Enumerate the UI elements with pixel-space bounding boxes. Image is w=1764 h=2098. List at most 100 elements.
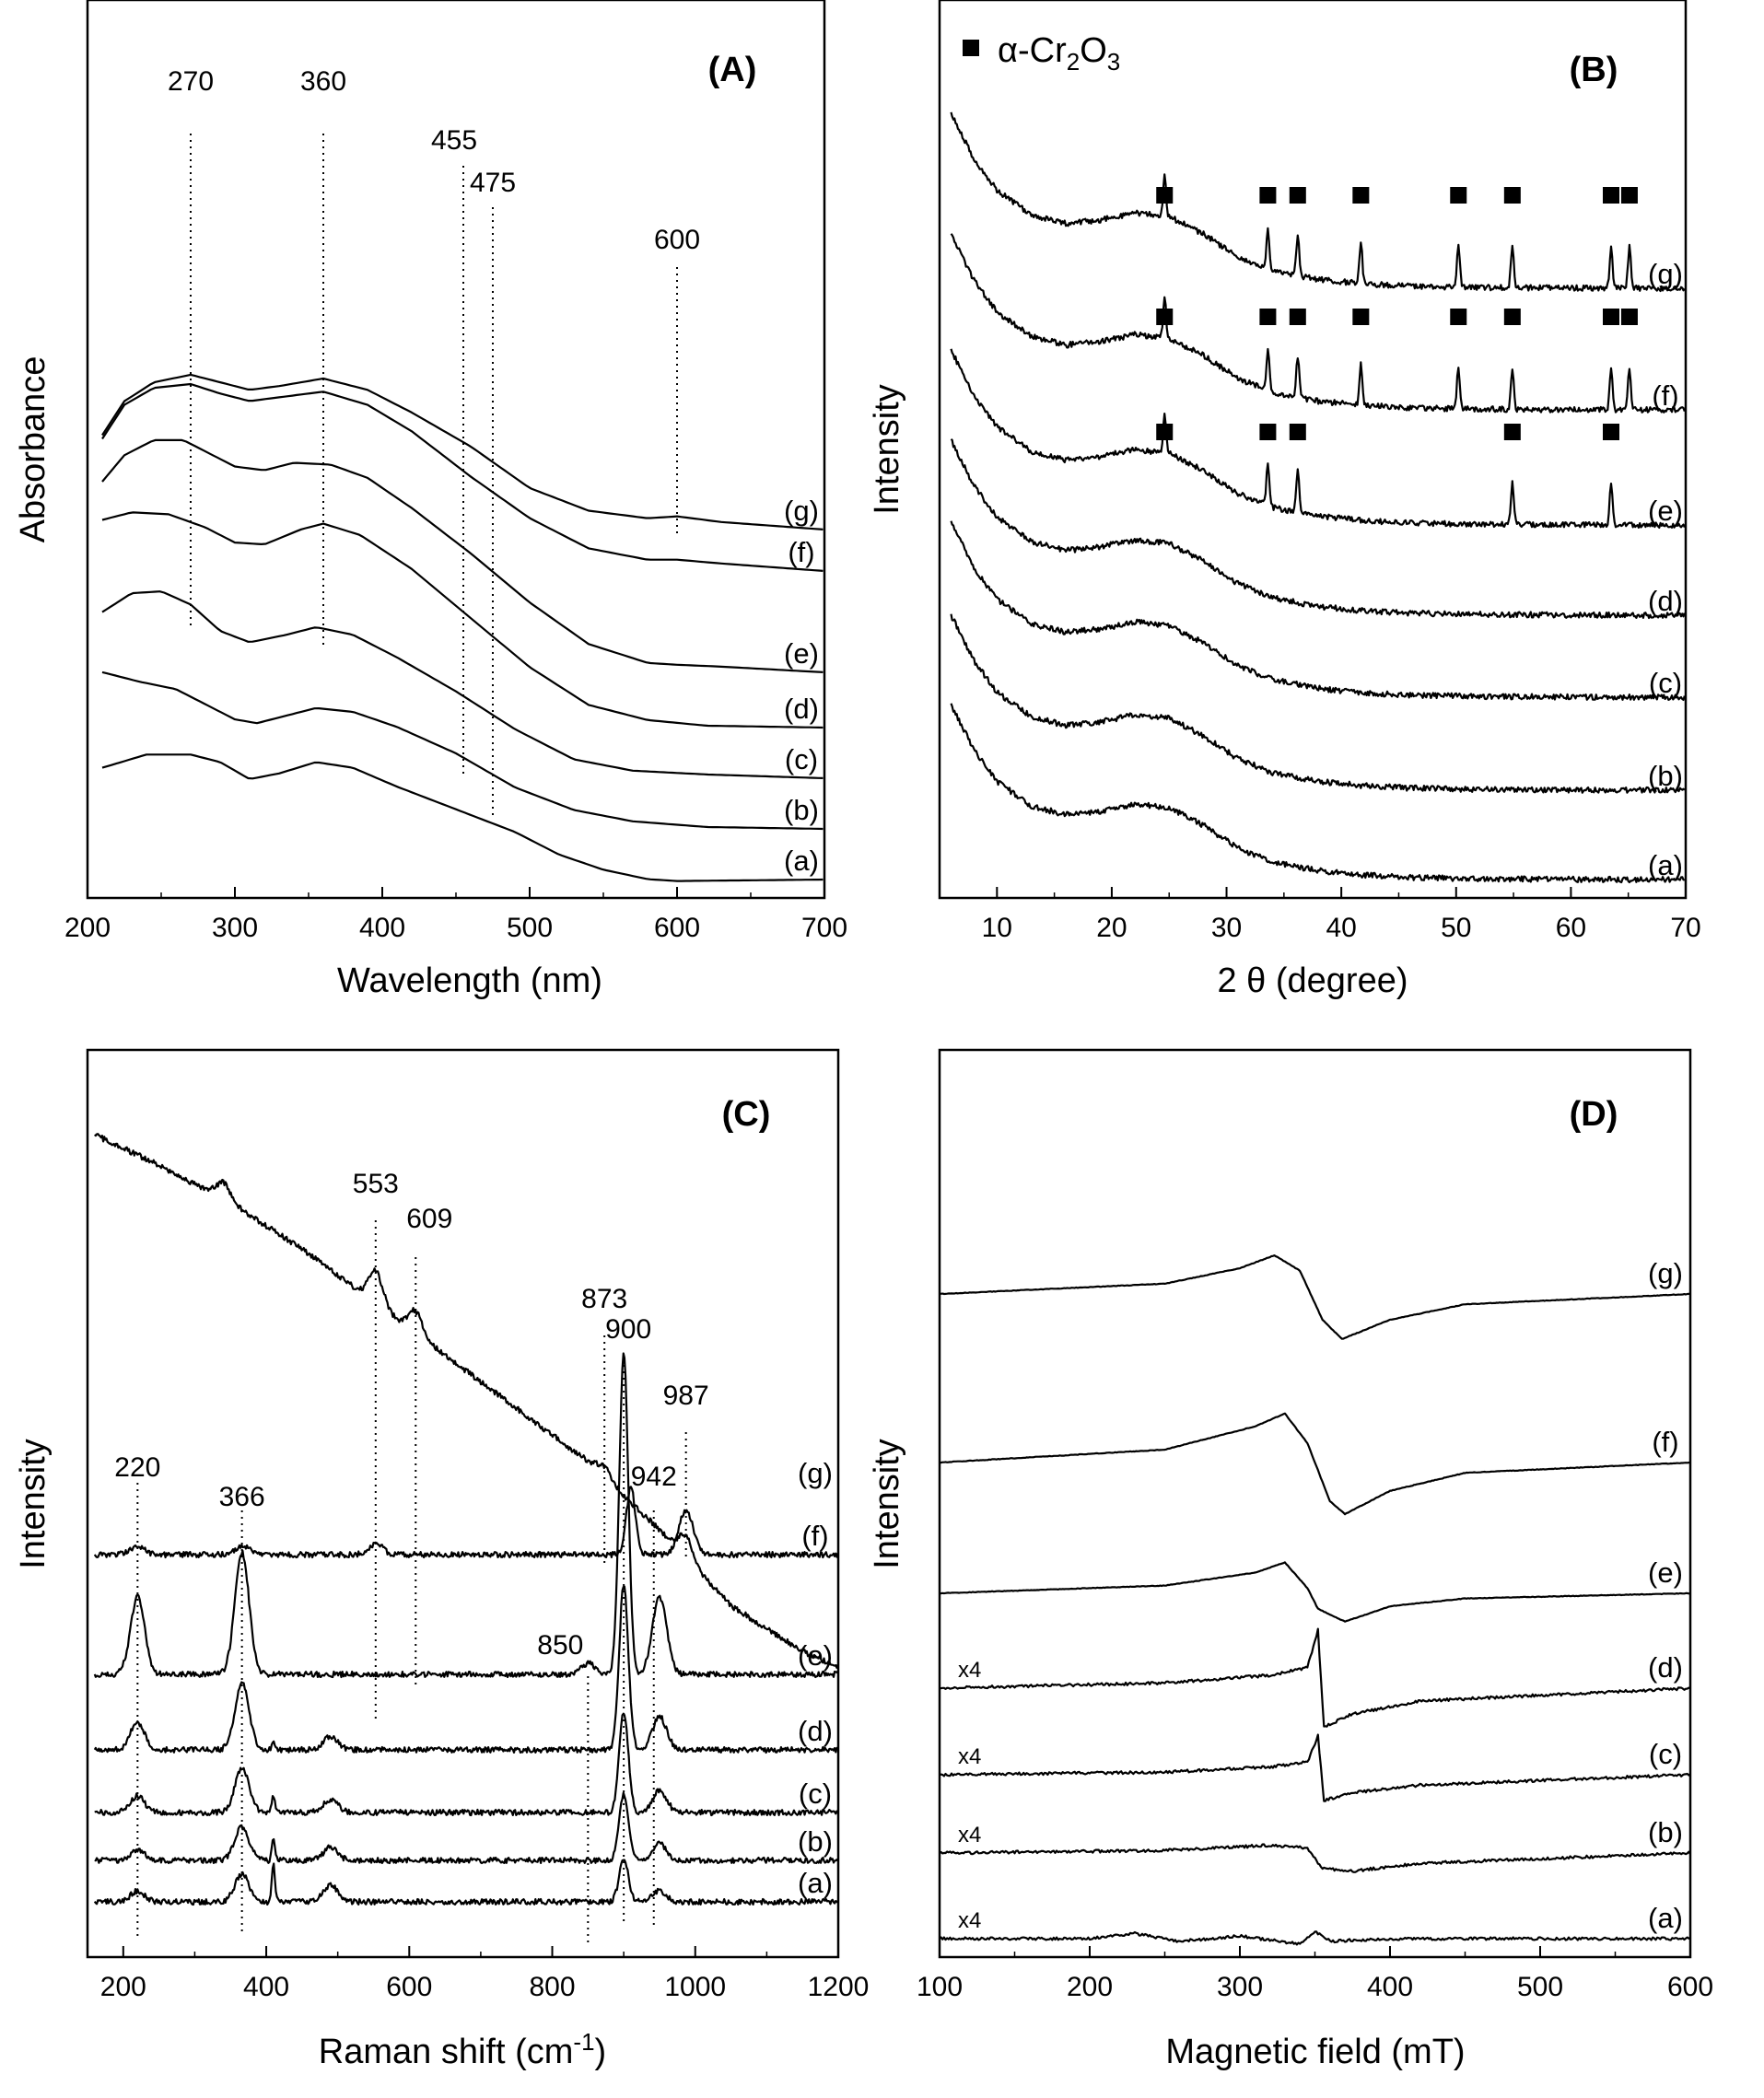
legend-marker <box>963 40 979 56</box>
series-line <box>940 1412 1691 1516</box>
panel-b: 10 20 30 40 50 60 70 (a) (b) (c) (d) (e) (f) (g) α-Cr… <box>868 0 1701 1000</box>
panel-d-label: (D) <box>1570 1095 1618 1134</box>
peak-annotation: 609 <box>406 1204 452 1234</box>
panel-a-label: (A) <box>708 51 757 89</box>
x-tick-label: 800 <box>529 1972 575 2002</box>
series-label: (a) <box>1648 1902 1683 1934</box>
series-line <box>950 348 1686 529</box>
series-label: (b) <box>1648 1816 1683 1848</box>
panel-d: 100 200 300 400 500 600 (a) (b) (c) (d) (e) (f) (g) x… <box>868 1048 1713 2071</box>
panel-c: 200 400 600 800 1000 1200(a)(b)(c)(d)(e)(f)(g… <box>14 1048 870 2071</box>
series-line <box>939 1733 1691 1802</box>
x-tick-label: 600 <box>654 913 700 943</box>
multiplier-label: x4 <box>958 1658 981 1683</box>
cr2o3-peak-marker <box>1259 187 1277 204</box>
panel-a-ylabel: Absorbance <box>14 356 53 543</box>
x-tick-label: 40 <box>1326 913 1356 943</box>
series-label: (a) <box>798 1867 833 1899</box>
series-label: (a) <box>784 845 819 877</box>
x-tick-label: 1000 <box>664 1972 726 2002</box>
peak-annotation: 366 <box>219 1482 265 1512</box>
cr2o3-peak-marker <box>1289 309 1306 325</box>
series-line <box>940 1561 1691 1623</box>
cr2o3-peak-marker <box>1156 424 1174 440</box>
x-tick-label: 400 <box>359 913 405 943</box>
x-tick-label: 1200 <box>808 1972 870 2002</box>
peak-annotation: 942 <box>631 1462 677 1492</box>
series-line <box>939 1930 1691 1946</box>
cr2o3-peak-marker <box>1352 309 1370 325</box>
series-line <box>950 613 1686 794</box>
peak-annotation: 553 <box>353 1169 399 1199</box>
series-line <box>939 1254 1690 1340</box>
series-label: (d) <box>1648 585 1683 617</box>
cr2o3-peak-marker <box>1620 187 1638 204</box>
panel-b-label: (B) <box>1570 51 1618 89</box>
panel-b-frame <box>938 0 1688 900</box>
peak-annotation: 475 <box>470 168 516 198</box>
x-tick-label: 300 <box>1217 1972 1263 2002</box>
panel-c-xlabel: Raman shift (cm-1) <box>319 2028 606 2071</box>
series-line <box>94 1133 839 1669</box>
panel-d-xlabel: Magnetic field (mT) <box>1165 2033 1465 2071</box>
series-line <box>939 1627 1691 1728</box>
x-tick-label: 100 <box>917 1972 963 2002</box>
cr2o3-peak-marker <box>1503 424 1521 440</box>
series-label: (g) <box>1648 1257 1683 1289</box>
series-line <box>93 1352 839 1679</box>
x-tick-label: 600 <box>1667 1972 1713 2002</box>
panel-b-xlabel: 2 θ (degree) <box>1217 962 1408 1000</box>
series-label: (f) <box>788 536 814 568</box>
series-line <box>94 1712 839 1817</box>
series-line <box>101 590 824 779</box>
series-label: (f) <box>801 1520 828 1552</box>
peak-annotation: 873 <box>581 1284 627 1314</box>
peak-annotation: 850 <box>537 1630 583 1661</box>
series-line <box>950 233 1686 414</box>
series-label: (d) <box>798 1715 833 1747</box>
series-label: (f) <box>1652 379 1678 412</box>
series-line <box>101 753 824 882</box>
series-label: (g) <box>798 1457 833 1489</box>
series-label: (b) <box>798 1825 833 1858</box>
series-line <box>950 703 1686 884</box>
peak-annotation: 987 <box>663 1381 709 1411</box>
cr2o3-peak-marker <box>1259 424 1277 440</box>
series-label: (g) <box>784 495 819 527</box>
x-tick-label: 200 <box>1067 1972 1113 2002</box>
cr2o3-peak-marker <box>1450 187 1467 204</box>
cr2o3-peak-marker <box>1503 187 1521 204</box>
cr2o3-peak-marker <box>1603 309 1619 325</box>
panel-d-frame <box>938 1048 1692 1959</box>
peak-annotation: 600 <box>654 225 700 255</box>
x-tick-label: 60 <box>1556 913 1586 943</box>
series-label: (b) <box>1648 760 1683 792</box>
multiplier-label: x4 <box>958 1823 981 1847</box>
series-line <box>950 111 1686 293</box>
x-tick-label: 600 <box>386 1972 432 2002</box>
cr2o3-peak-marker <box>1620 309 1638 325</box>
series-label: (c) <box>1649 667 1682 699</box>
multiplier-label: x4 <box>958 1744 981 1769</box>
series-label: (e) <box>1648 1556 1683 1589</box>
panel-b-ylabel: Intensity <box>868 384 906 515</box>
panel-a: 200 300 400 500 600 700 (a) (b) (c) (d) (e) (f) (g) 2… <box>14 0 847 1000</box>
cr2o3-peak-marker <box>1289 187 1306 204</box>
series-label: (d) <box>1648 1651 1683 1684</box>
series-line <box>94 1791 839 1865</box>
peak-annotation: 455 <box>431 125 477 156</box>
cr2o3-peak-marker <box>1156 309 1174 325</box>
x-tick-label: 500 <box>507 913 553 943</box>
panel-c-label: (C) <box>722 1095 771 1134</box>
x-tick-label: 500 <box>1517 1972 1563 2002</box>
series-label: (c) <box>1649 1738 1682 1770</box>
series-label: (e) <box>784 637 819 670</box>
multiplier-label: x4 <box>958 1908 981 1933</box>
series-label: (c) <box>785 743 818 775</box>
x-tick-label: 70 <box>1670 913 1700 943</box>
series-label: (g) <box>1648 258 1683 290</box>
series-label: (e) <box>1648 495 1683 527</box>
x-tick-label: 50 <box>1441 913 1471 943</box>
x-tick-label: 200 <box>100 1972 146 2002</box>
legend-label: α-Cr2O3 <box>998 31 1120 76</box>
